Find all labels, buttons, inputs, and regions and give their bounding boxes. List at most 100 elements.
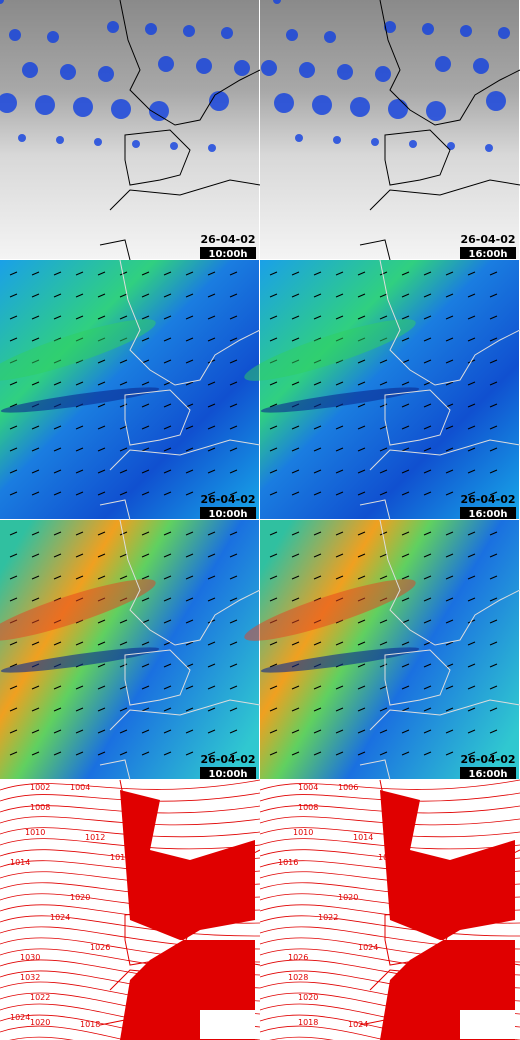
wind-arrow bbox=[207, 271, 216, 276]
coastline bbox=[359, 779, 520, 1040]
wind-arrow bbox=[163, 491, 172, 496]
wind-arrow bbox=[119, 553, 128, 558]
panel: 1002 100410081010101210141016102010241026… bbox=[0, 779, 261, 1040]
wind-arrow bbox=[313, 315, 322, 320]
wind-arrow bbox=[185, 553, 194, 558]
cloud-cell bbox=[94, 138, 102, 146]
cloud-cell bbox=[261, 60, 277, 76]
wind-arrow bbox=[9, 553, 18, 558]
isobar-label: 1014 bbox=[353, 833, 373, 842]
wind-arrow bbox=[229, 403, 238, 408]
wind-arrow bbox=[313, 641, 322, 646]
wind-arrow bbox=[313, 553, 322, 558]
cloud-cell bbox=[333, 136, 341, 144]
wind-arrow bbox=[445, 553, 454, 558]
wind-arrow bbox=[401, 729, 410, 734]
isobar-label: 1018 bbox=[378, 853, 398, 862]
wind-arrow bbox=[53, 641, 62, 646]
jet-band bbox=[244, 319, 416, 381]
wind-arrow bbox=[467, 447, 476, 452]
cloud-cell bbox=[22, 62, 38, 78]
wind-arrow bbox=[489, 751, 498, 756]
isobar-label: 1010 bbox=[293, 828, 313, 837]
wind-arrow bbox=[163, 531, 172, 536]
wind-arrow bbox=[313, 447, 322, 452]
coastline bbox=[99, 259, 261, 521]
wind-arrow bbox=[31, 575, 40, 580]
wind-arrow bbox=[163, 729, 172, 734]
isobar-label: 1004 bbox=[70, 783, 90, 792]
coastline bbox=[99, 519, 261, 781]
wind-arrow bbox=[269, 751, 278, 756]
wind-arrow bbox=[445, 641, 454, 646]
wind-arrow bbox=[313, 685, 322, 690]
wind-arrow bbox=[119, 575, 128, 580]
wind-arrow bbox=[31, 491, 40, 496]
cloud-cell bbox=[384, 21, 396, 33]
wind-arrow bbox=[185, 381, 194, 386]
panel: 26-04-02 10:00h bbox=[0, 0, 261, 261]
wind-arrow bbox=[379, 619, 388, 624]
wind-arrow bbox=[357, 751, 366, 756]
panel-background bbox=[0, 0, 259, 259]
wind-arrow bbox=[335, 729, 344, 734]
wind-arrow bbox=[119, 663, 128, 668]
wind-arrow bbox=[53, 729, 62, 734]
wind-arrow bbox=[97, 553, 106, 558]
wind-arrow bbox=[357, 553, 366, 558]
wind-arrow bbox=[291, 729, 300, 734]
wind-arrow bbox=[207, 597, 216, 602]
panel-background bbox=[260, 0, 519, 259]
wind-arrow bbox=[467, 641, 476, 646]
wind-arrow bbox=[357, 641, 366, 646]
wind-arrow bbox=[229, 751, 238, 756]
wind-arrow bbox=[269, 641, 278, 646]
jet-band bbox=[0, 579, 156, 641]
wind-arrow bbox=[489, 619, 498, 624]
wind-arrow bbox=[423, 447, 432, 452]
cloud-cell bbox=[274, 93, 294, 113]
wind-arrow bbox=[335, 751, 344, 756]
wind-arrow bbox=[9, 469, 18, 474]
isobar-label: 1020 bbox=[298, 993, 318, 1002]
wind-arrow bbox=[335, 531, 344, 536]
wind-arrow bbox=[141, 597, 150, 602]
wind-arrow bbox=[229, 531, 238, 536]
wind-arrow bbox=[335, 641, 344, 646]
wind-arrow bbox=[119, 491, 128, 496]
wind-arrow bbox=[185, 315, 194, 320]
wind-arrow bbox=[163, 403, 172, 408]
wind-arrow bbox=[53, 751, 62, 756]
isobar-label: 1024 bbox=[50, 913, 70, 922]
panel: 26-04-02 16:00h bbox=[260, 0, 520, 261]
isobar bbox=[0, 792, 261, 802]
wind-arrow bbox=[357, 685, 366, 690]
wind-arrow bbox=[163, 337, 172, 342]
wind-arrow bbox=[53, 685, 62, 690]
isobar bbox=[259, 827, 520, 838]
isobar-label: 1024 bbox=[358, 943, 378, 952]
wind-arrow bbox=[467, 293, 476, 298]
isobar-label: 1030 bbox=[20, 953, 40, 962]
cloud-cell bbox=[60, 64, 76, 80]
wind-arrow bbox=[75, 381, 84, 386]
wind-arrow bbox=[31, 531, 40, 536]
wind-arrow bbox=[291, 491, 300, 496]
wind-arrow bbox=[31, 707, 40, 712]
wind-arrow bbox=[401, 575, 410, 580]
wind-arrow bbox=[31, 447, 40, 452]
wind-arrow bbox=[31, 381, 40, 386]
wind-arrow bbox=[141, 685, 150, 690]
wind-arrow bbox=[313, 381, 322, 386]
wind-arrow bbox=[141, 531, 150, 536]
wind-arrow bbox=[291, 293, 300, 298]
time-label: 10:00h bbox=[209, 769, 248, 780]
wind-arrow bbox=[185, 751, 194, 756]
wind-arrow bbox=[9, 685, 18, 690]
wind-arrow bbox=[335, 553, 344, 558]
wind-arrow bbox=[291, 685, 300, 690]
wind-arrow bbox=[207, 531, 216, 536]
wind-arrow bbox=[423, 751, 432, 756]
wind-arrow bbox=[75, 729, 84, 734]
wind-arrow bbox=[401, 597, 410, 602]
